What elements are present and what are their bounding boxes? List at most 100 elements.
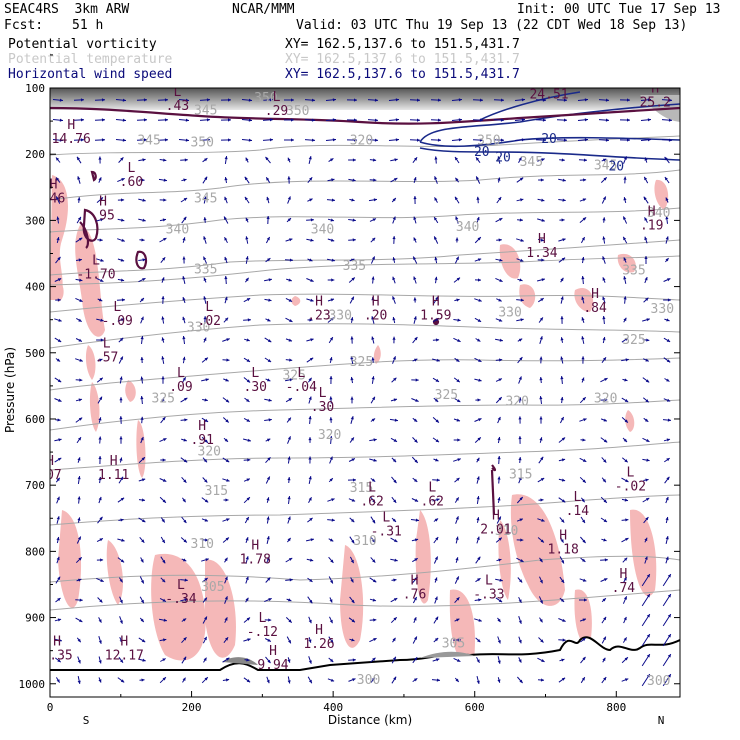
wind-vector-head <box>204 616 207 620</box>
y-tick-label: 300 <box>25 214 45 227</box>
wind-vector-head <box>203 657 207 661</box>
wind-vector-head <box>308 156 312 160</box>
wind-vector-head <box>308 497 312 501</box>
wind-vector-head <box>311 118 315 122</box>
wind-vector-head <box>204 176 208 181</box>
wind-vector-head <box>521 138 525 142</box>
wind-vector-head <box>245 556 249 560</box>
y-tick-label: 400 <box>25 281 45 294</box>
wind-vector-head <box>120 258 125 262</box>
wind-vector-head <box>582 217 587 221</box>
wind-vector-head <box>562 178 566 182</box>
wind-vector-head <box>561 499 566 503</box>
wind-vector-head <box>140 416 144 420</box>
wind-vector-head <box>161 579 166 583</box>
wind-vector-head <box>224 196 228 201</box>
wind-vector-head <box>288 278 292 282</box>
pv-extremum-value: .60 <box>120 175 143 190</box>
pv-fill-region <box>625 410 635 432</box>
wind-vector-head <box>329 417 333 421</box>
wind-vector-head <box>140 336 144 340</box>
wind-vector-head <box>393 617 397 621</box>
wind-contour-label: 20 <box>541 132 557 147</box>
wind-vector-head <box>311 98 315 102</box>
wind-vector-head <box>77 517 81 521</box>
wind-vector-head <box>666 458 670 462</box>
terrain-layer <box>50 636 680 697</box>
wind-vector-head <box>457 399 461 402</box>
pv-fill-region <box>510 494 565 606</box>
wind-vector-head <box>120 356 123 360</box>
wind-vector-head <box>332 98 336 102</box>
wind-vector-head <box>520 238 524 242</box>
wind-vector-head <box>561 158 565 162</box>
wind-vector-head <box>624 378 628 382</box>
pv-extremum-value: -1.70 <box>76 268 115 283</box>
wind-vector-head <box>393 398 397 402</box>
pv-extremum-value: .46 <box>42 192 65 207</box>
wind-vector-head <box>268 298 272 302</box>
wind-vector-head <box>120 157 124 161</box>
x-axis-title: Distance (km) <box>328 713 412 727</box>
wind-vector-head <box>644 277 648 281</box>
wind-vector-head <box>308 639 312 643</box>
wind-vector-head <box>163 638 167 642</box>
wind-vector-head <box>518 416 522 420</box>
wind-vector-head <box>204 357 208 361</box>
pv-high-marker: H <box>559 528 567 543</box>
wind-vector-head <box>289 319 293 322</box>
wind-vector-head <box>57 618 62 622</box>
wind-vector-head <box>602 256 606 260</box>
wind-vector-head <box>78 437 81 441</box>
wind-vector-head <box>644 217 648 221</box>
wind-vector-head <box>268 278 272 282</box>
wind-vector-head <box>350 437 354 441</box>
wind-vector-head <box>540 478 545 481</box>
wind-vector-head <box>288 338 292 342</box>
wind-vector-head <box>393 438 397 442</box>
pv-extremum-value: .14 <box>566 504 590 519</box>
wind-vector-head <box>142 198 146 202</box>
wind-vector-head <box>99 538 103 542</box>
wind-vector-head <box>291 118 294 122</box>
wind-vector-head <box>560 296 564 300</box>
wind-vector-head <box>203 277 207 281</box>
wind-vector-head <box>456 277 460 281</box>
wind-vector-head <box>623 296 627 300</box>
wind-vector-head <box>308 660 312 664</box>
pv-low-marker: L <box>103 336 111 351</box>
wind-vector-head <box>582 458 587 462</box>
pv-extremum-value: 24.51 <box>529 88 568 103</box>
wind-vector-head <box>121 198 125 202</box>
wind-vector-head <box>354 138 357 142</box>
wind-vector-head <box>120 476 123 481</box>
wind-vector-head <box>350 336 354 340</box>
wind-vector-head <box>228 118 231 122</box>
wind-vector-head <box>584 138 588 142</box>
wind-vector-head <box>457 438 461 442</box>
wind-vector-head <box>100 258 104 262</box>
wind-vector-head <box>352 158 356 162</box>
theta-contour-label: 345 <box>194 192 217 207</box>
wind-contour-label: 20 <box>474 145 490 160</box>
wind-vector-head <box>665 258 669 262</box>
wind-vector-head <box>602 296 606 300</box>
wind-vector-head <box>392 216 396 220</box>
wind-vector-head <box>435 338 440 342</box>
wind-vector-head <box>287 176 291 180</box>
wind-vector-head <box>624 459 628 463</box>
wind-vector-head <box>161 519 165 523</box>
theta-contour-label: 310 <box>495 524 518 539</box>
wind-vector-head <box>434 638 439 642</box>
theta-contour-label: 300 <box>357 673 380 688</box>
wind-vector-head <box>499 218 503 221</box>
wind-vector-head <box>392 257 396 261</box>
wind-vector-head <box>518 599 522 603</box>
wind-vector-head <box>604 558 608 562</box>
theta-contour-label: 340 <box>166 223 189 238</box>
wind-vector-head <box>455 497 459 501</box>
wind-vector-head <box>56 556 60 561</box>
wind-vector-head <box>351 539 355 544</box>
wind-vector-head <box>476 217 480 221</box>
wind-vector-head <box>539 437 543 441</box>
